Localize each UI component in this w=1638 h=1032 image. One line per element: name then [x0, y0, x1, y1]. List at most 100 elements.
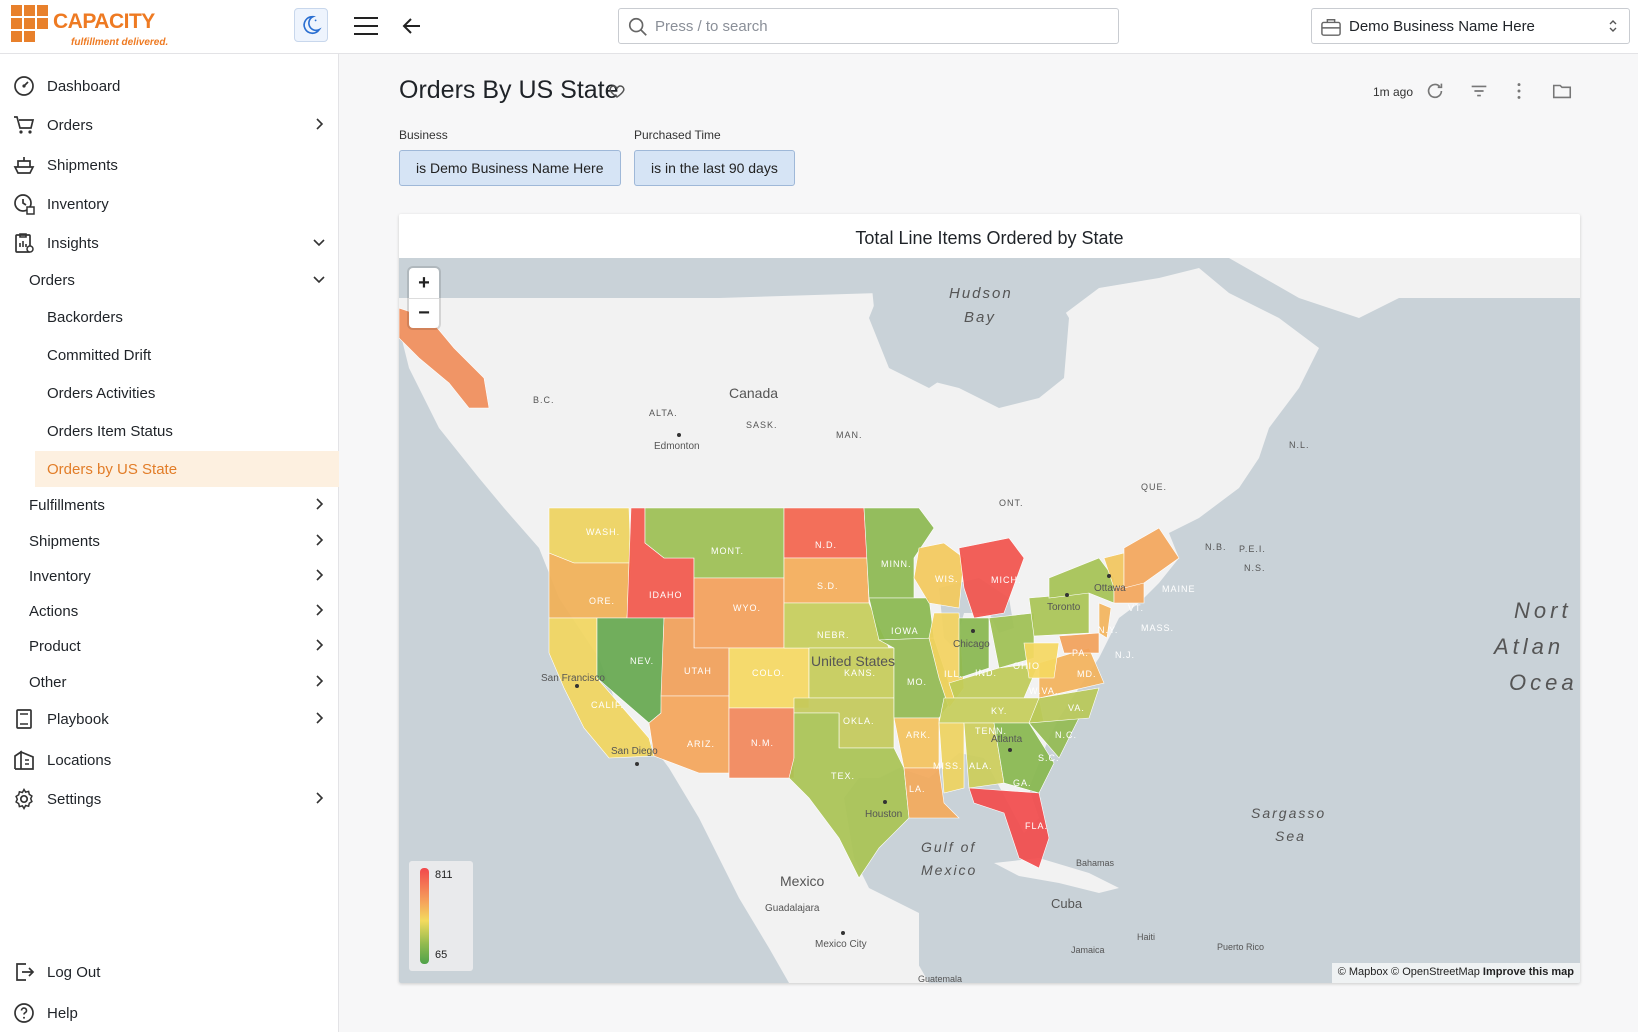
state-label-oh: OHIO — [1013, 661, 1040, 671]
state-bc-region — [399, 307, 490, 409]
brand-tagline: fulfillment delivered. — [71, 37, 169, 48]
state-nj[interactable] — [1098, 602, 1112, 639]
state-mi[interactable] — [958, 537, 1025, 619]
state-fl[interactable] — [968, 787, 1050, 869]
state-wy[interactable] — [693, 577, 785, 649]
state-me[interactable] — [1123, 527, 1180, 589]
legend-color-scale — [420, 868, 429, 964]
state-ms[interactable] — [938, 722, 965, 794]
ship-icon — [13, 157, 35, 174]
state-la[interactable] — [903, 767, 960, 819]
attribution-text[interactable]: © Mapbox © OpenStreetMap — [1337, 966, 1480, 978]
state-az[interactable] — [648, 695, 730, 774]
sidebar-item-shipments[interactable]: Shipments — [0, 147, 338, 183]
sidebar-item-label: Log Out — [47, 963, 101, 981]
state-label-sd: S.D. — [817, 581, 839, 591]
map-label-north: Nort — [1514, 598, 1572, 623]
business-select[interactable]: Demo Business Name Here — [1311, 8, 1630, 44]
sidebar-item-fulfillments[interactable]: Fulfillments — [0, 487, 338, 523]
refresh-icon[interactable] — [1424, 80, 1446, 102]
more-vertical-icon[interactable] — [1508, 80, 1530, 102]
sidebar-item-orders[interactable]: Orders — [0, 107, 338, 143]
map-label-sask: SASK. — [746, 420, 778, 430]
choropleth-map[interactable]: Hudson Bay Canada B.C. ALTA. SASK. MAN. … — [399, 258, 1580, 983]
filter-label-purchased-time: Purchased Time — [634, 128, 721, 142]
state-label-ny: N.Y. — [1098, 625, 1118, 635]
map-label-jamaica: Jamaica — [1071, 945, 1105, 955]
chevron-down-icon — [313, 239, 325, 247]
state-pa[interactable] — [1028, 592, 1090, 637]
sidebar-item-actions[interactable]: Actions — [0, 593, 338, 629]
state-label-id: IDAHO — [649, 590, 683, 600]
chevron-right-icon — [316, 639, 324, 651]
state-in[interactable] — [958, 617, 990, 679]
sidebar-item-insights[interactable]: Insights — [0, 225, 338, 261]
map-label-ns: N.S. — [1244, 563, 1266, 573]
sidebar-item-inventory[interactable]: Inventory — [0, 186, 338, 222]
zoom-in-button[interactable]: + — [418, 271, 430, 294]
folder-icon[interactable] — [1551, 80, 1573, 102]
map-label-sargasso: Sargasso — [1251, 805, 1326, 821]
sidebar-item-locations[interactable]: Locations — [0, 742, 338, 778]
state-tx[interactable] — [788, 712, 910, 879]
filter-icon[interactable] — [1468, 80, 1490, 102]
sidebar-item-label: Inventory — [47, 195, 109, 213]
map-label-cuba: Cuba — [1051, 896, 1083, 911]
sidebar-item-committed-drift[interactable]: Committed Drift — [0, 337, 338, 373]
map-label-ottawa: Ottawa — [1094, 583, 1126, 594]
filter-chip-business[interactable]: is Demo Business Name Here — [399, 150, 621, 186]
brand-name: CAPACITY — [53, 10, 155, 33]
sidebar-item-logout[interactable]: Log Out — [0, 954, 338, 990]
state-label-wv: W.VA. — [1029, 686, 1058, 696]
sidebar-item-insights-shipments[interactable]: Shipments — [0, 523, 338, 559]
sidebar-item-label: Orders Activities — [47, 384, 156, 402]
state-wi[interactable] — [913, 542, 965, 609]
map-label-bc: B.C. — [533, 395, 555, 405]
sidebar-item-label: Orders by US State — [47, 460, 178, 478]
sidebar-item-insights-inventory[interactable]: Inventory — [0, 558, 338, 594]
map-label-ocea: Ocea — [1509, 670, 1578, 695]
zoom-out-button[interactable]: − — [409, 298, 439, 328]
sidebar-item-other[interactable]: Other — [0, 664, 338, 700]
improve-map-link[interactable]: Improve this map — [1482, 966, 1574, 978]
sidebar-item-playbook[interactable]: Playbook — [0, 701, 338, 737]
state-label-al: ALA. — [969, 761, 993, 771]
chevron-right-icon — [316, 498, 324, 510]
business-select-value: Demo Business Name Here — [1349, 18, 1535, 35]
heart-icon[interactable] — [608, 82, 626, 100]
sidebar-item-orders-item-status[interactable]: Orders Item Status — [0, 413, 338, 449]
sidebar-item-label: Other — [29, 673, 67, 691]
back-button[interactable] — [400, 14, 426, 38]
search-box[interactable] — [618, 8, 1119, 44]
sidebar-item-dashboard[interactable]: Dashboard — [0, 68, 338, 104]
sidebar-item-orders-activities[interactable]: Orders Activities — [0, 375, 338, 411]
state-md[interactable] — [1058, 632, 1100, 654]
chevron-right-icon — [316, 792, 324, 804]
state-ga[interactable] — [993, 722, 1055, 794]
search-input[interactable] — [655, 15, 1095, 37]
state-label-ga: GA. — [1013, 778, 1032, 788]
sidebar-item-orders-by-us-state[interactable]: Orders by US State — [35, 451, 339, 487]
menu-toggle-button[interactable] — [352, 14, 380, 38]
state-nc[interactable] — [1028, 687, 1100, 724]
map-attribution: © Mapbox © OpenStreetMap Improve this ma… — [1331, 963, 1580, 983]
san-diego-marker — [635, 762, 639, 766]
state-or[interactable] — [548, 552, 632, 619]
state-label-mn: MINN. — [881, 559, 912, 569]
filter-chip-purchased-time[interactable]: is in the last 90 days — [634, 150, 795, 186]
brand-logo[interactable]: CAPACITY fulfillment delivered. — [11, 5, 191, 49]
chevron-right-icon — [316, 675, 324, 687]
state-ky[interactable] — [948, 662, 1040, 699]
theme-toggle-button[interactable] — [294, 8, 328, 42]
sidebar-item-backorders[interactable]: Backorders — [0, 299, 338, 335]
state-wv[interactable] — [1023, 642, 1060, 679]
sidebar-item-insights-orders[interactable]: Orders — [0, 262, 338, 298]
state-label-nc: N.C. — [1055, 730, 1077, 740]
sidebar-item-product[interactable]: Product — [0, 628, 338, 664]
gauge-icon — [14, 76, 34, 96]
state-nd[interactable] — [783, 507, 868, 559]
state-label-ar: ARK. — [906, 730, 931, 740]
cuba-land — [994, 858, 1119, 893]
sidebar-item-help[interactable]: Help — [0, 995, 338, 1031]
sidebar-item-settings[interactable]: Settings — [0, 781, 338, 817]
